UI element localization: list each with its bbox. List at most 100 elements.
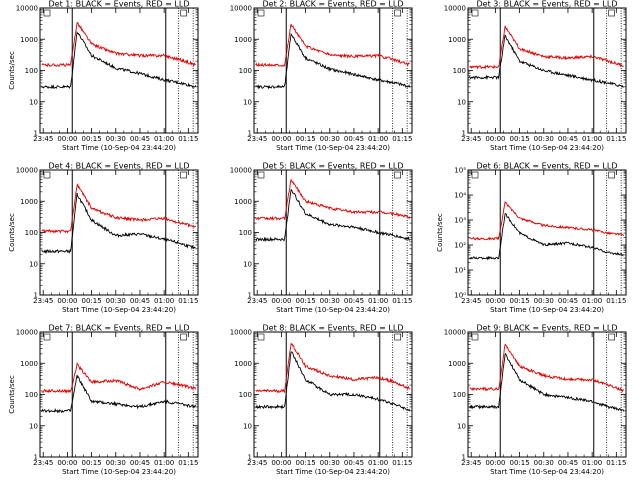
x-tick-label: 00:15	[81, 459, 101, 467]
x-tick-label: 23:45	[247, 135, 267, 143]
x-tick-label: 01:15	[392, 135, 412, 143]
y-tick-label: 1	[248, 454, 252, 462]
plot-frame	[39, 7, 199, 134]
x-axis-label: Start Time (10-Sep-04 23:44:20)	[62, 144, 176, 152]
x-tick-label: 00:30	[534, 459, 554, 467]
y-tick-label: 10	[29, 260, 38, 268]
y-tick-label: 100	[453, 67, 466, 75]
y-tick-label: 10	[243, 260, 252, 268]
y-tick-label: 10000	[444, 5, 466, 13]
x-tick-label: 01:00	[154, 297, 174, 305]
x-tick-label: 00:00	[57, 135, 77, 143]
chart-panel-2: Det 2: BLACK = Events, RED = LLD 1 10 100 10…	[230, 0, 413, 152]
plot-frame	[467, 169, 627, 296]
x-tick-label: 00:30	[320, 135, 340, 143]
x-tick-label: 23:45	[33, 297, 53, 305]
x-tick-label: 00:30	[106, 459, 126, 467]
x-tick-label: 23:45	[247, 459, 267, 467]
plot-frame	[467, 7, 627, 134]
series-lld-line	[255, 178, 411, 221]
y-tick-label: 1	[34, 454, 38, 462]
y-tick-label: 1000	[234, 360, 252, 368]
marker-box	[471, 9, 479, 17]
y-tick-label: 1000	[20, 360, 38, 368]
x-tick-label: 00:15	[509, 459, 529, 467]
plot-frame	[39, 169, 199, 296]
x-tick-label: 01:00	[582, 459, 602, 467]
x-axis-label: Start Time (10-Sep-04 23:44:20)	[276, 144, 390, 152]
chart-panel-5: Det 5: BLACK = Events, RED = LLD 1 10 100 10…	[230, 162, 413, 314]
chart-title: Det 8: BLACK = Events, RED = LLD	[263, 324, 404, 333]
x-tick-label: 00:45	[344, 297, 364, 305]
series-lld-line	[41, 183, 197, 234]
x-tick-label: 23:45	[461, 297, 481, 305]
y-tick-label: 10	[457, 422, 466, 430]
x-tick-label: 01:15	[606, 459, 626, 467]
marker-box	[257, 171, 265, 179]
series-events-line	[255, 351, 411, 412]
y-tick-label: 10²	[454, 242, 466, 250]
x-tick-label: 00:30	[534, 135, 554, 143]
y-tick-label: 10	[243, 98, 252, 106]
x-tick-label: 23:45	[247, 297, 267, 305]
x-tick-label: 00:00	[57, 459, 77, 467]
y-tick-label: 1	[462, 454, 466, 462]
marker-box	[43, 171, 51, 179]
x-tick-label: 00:45	[558, 297, 578, 305]
x-axis-label: Start Time (10-Sep-04 23:44:20)	[62, 306, 176, 314]
x-axis-label: Start Time (10-Sep-04 23:44:20)	[490, 468, 604, 476]
x-tick-label: 01:15	[606, 297, 626, 305]
y-tick-label: 1000	[234, 36, 252, 44]
x-tick-label: 00:45	[130, 297, 150, 305]
chart-panel-6: Det 6: BLACK = Events, RED = LLD 10⁰ 10¹ 10…	[436, 162, 627, 314]
y-axis-label: Counts/sec	[436, 213, 444, 252]
x-tick-label: 01:00	[154, 135, 174, 143]
marker-box	[180, 333, 187, 341]
y-tick-label: 1	[462, 130, 466, 138]
chart-panel-4: Det 4: BLACK = Events, RED = LLD 1 10 100 10…	[8, 162, 199, 314]
series-events-line	[41, 192, 196, 254]
y-tick-label: 10000	[16, 167, 38, 175]
chart-panel-7: Det 7: BLACK = Events, RED = LLD 1 10 100 10…	[8, 324, 199, 476]
y-tick-label: 10000	[230, 167, 252, 175]
marker-box	[180, 171, 187, 179]
x-tick-label: 01:15	[178, 297, 198, 305]
x-tick-label: 00:00	[485, 135, 505, 143]
marker-box	[43, 333, 51, 341]
y-tick-label: 1	[34, 130, 38, 138]
y-tick-label: 10	[29, 422, 38, 430]
chart-title: Det 4: BLACK = Events, RED = LLD	[49, 162, 190, 171]
x-tick-label: 00:00	[57, 297, 77, 305]
y-tick-label: 10	[457, 98, 466, 106]
series-events-line	[255, 189, 410, 243]
marker-box	[257, 333, 265, 341]
series-events-line	[41, 30, 197, 90]
chart-panel-3: Det 3: BLACK = Events, RED = LLD 1 10 100 10…	[444, 0, 627, 152]
marker-box	[257, 9, 265, 17]
y-tick-label: 1	[248, 292, 252, 300]
series-events-line	[255, 32, 411, 90]
series-lld-line	[469, 25, 624, 70]
x-tick-label: 00:45	[130, 459, 150, 467]
x-tick-label: 00:45	[344, 459, 364, 467]
x-tick-label: 00:30	[320, 459, 340, 467]
marker-box	[471, 171, 479, 179]
marker-box	[608, 9, 615, 17]
x-tick-label: 00:00	[271, 297, 291, 305]
y-tick-label: 10⁵	[454, 167, 466, 175]
x-tick-label: 00:00	[271, 459, 291, 467]
y-tick-label: 1000	[20, 36, 38, 44]
y-tick-label: 10	[243, 422, 252, 430]
x-tick-label: 00:15	[295, 135, 315, 143]
x-tick-label: 23:45	[33, 135, 53, 143]
plot-frame	[253, 169, 413, 296]
x-tick-label: 00:15	[81, 135, 101, 143]
x-tick-label: 00:00	[485, 297, 505, 305]
x-axis-label: Start Time (10-Sep-04 23:44:20)	[490, 144, 604, 152]
marker-box	[394, 333, 401, 341]
y-tick-label: 100	[239, 391, 252, 399]
series-lld-line	[469, 200, 625, 241]
x-tick-label: 01:00	[368, 297, 388, 305]
x-axis-label: Start Time (10-Sep-04 23:44:20)	[62, 468, 176, 476]
plot-frame	[253, 7, 413, 134]
